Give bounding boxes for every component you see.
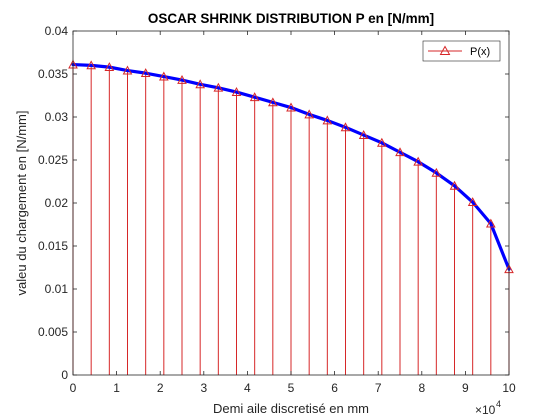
x-tick-label: 8 [418,381,425,395]
stem-marker [485,218,496,228]
stem-marker [122,65,133,75]
stem-marker [431,167,442,177]
y-tick-label: 0.005 [38,325,68,339]
stem-marker [449,180,460,190]
y-tick-label: 0.03 [45,110,69,124]
stem-series [72,64,510,375]
y-tick-label: 0.02 [45,196,69,210]
x-exponent-base: ×10 [475,403,496,417]
y-tick-label: 0.035 [38,67,68,81]
x-exponent-power: 4 [496,399,501,409]
x-tick-label: 2 [157,381,164,395]
legend-label: P(x) [470,46,490,58]
stem-marker [304,109,315,119]
stem-marker [249,92,260,102]
stem-marker [286,102,296,112]
curve-series [71,62,511,271]
x-tick-label: 7 [375,381,382,395]
curve-line [71,62,511,271]
stem-marker [213,82,224,92]
stem-marker [104,62,115,72]
y-axis-label: valeu du chargement en [N/mm] [14,111,29,296]
x-axis-exponent: ×10 4 [475,399,501,417]
stem-marker [195,79,206,89]
x-tick-label: 4 [244,381,251,395]
x-axis-label: Demi aile discretisé en mm [213,401,369,416]
marker-series [68,59,514,274]
x-tick-label: 10 [502,381,516,395]
x-tick-label: 3 [200,381,207,395]
x-tick-label: 1 [113,381,120,395]
y-tick-label: 0.025 [38,153,68,167]
legend: P(x) [422,40,501,62]
stem-marker [358,130,369,139]
x-tick-label: 9 [462,381,469,395]
stem-marker [340,122,351,132]
stem-marker [267,97,278,107]
legend-marker-sample [439,45,451,55]
stem-marker [158,71,169,81]
stem-marker [177,74,187,84]
x-tick-label: 0 [70,381,77,395]
stem-marker [413,156,424,166]
y-tick-label: 0.015 [38,239,68,253]
stem-marker [395,147,405,157]
y-tick-label: 0.04 [45,24,69,38]
y-tick-label: 0.01 [45,282,69,296]
stem-marker [322,115,333,125]
x-tick-label: 5 [288,381,295,395]
stem-marker [86,60,97,70]
stem-marker [231,87,242,96]
x-tick-label: 6 [331,381,338,395]
x-axis-ticks: 0 1 2 3 4 5 6 7 8 9 10 [70,31,516,395]
y-tick-label: 0 [61,368,68,382]
stem-marker [376,137,387,147]
stem-marker [140,68,151,78]
y-axis-ticks: 0 0.005 0.01 0.015 0.02 0.025 0.03 0.035 0.04 [38,24,509,382]
chart-title: OSCAR SHRINK DISTRIBUTION P en [N/mm] [148,11,434,26]
stem-marker [467,197,478,207]
